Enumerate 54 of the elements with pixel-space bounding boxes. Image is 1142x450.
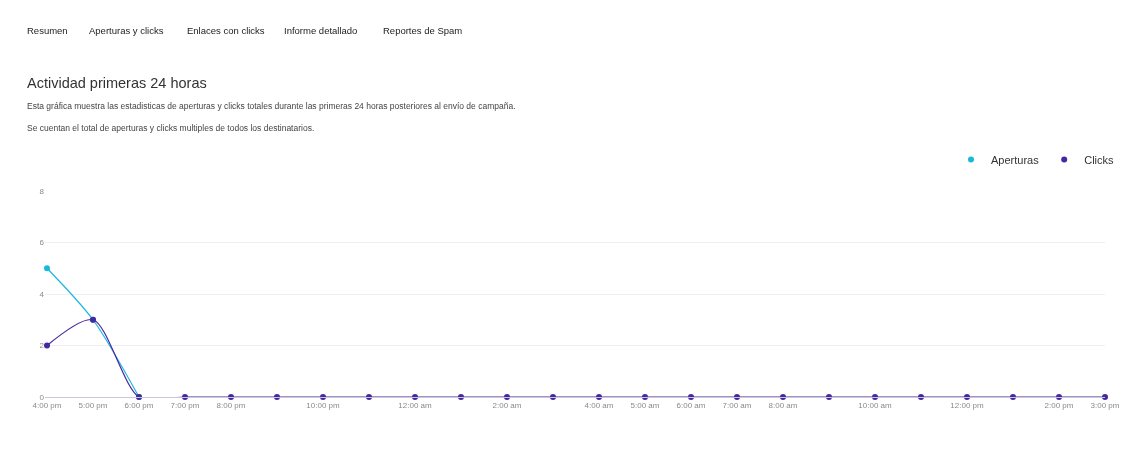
- x-tick-label: 7:00 pm: [170, 400, 200, 410]
- legend-label: Clicks: [1084, 153, 1115, 166]
- text: Esta gráfica muestra las estadisticas de aperturas y clicks totales durante las primeras 24 horas posteriores al envío de campaña. Se cuentan el total de aperturas y clicks multiples de todos los destinatarios.: [27, 101, 516, 133]
- y-tick-label: 8: [39, 186, 45, 196]
- point: [780, 394, 786, 400]
- x-tick-label: 8:00 pm: [216, 400, 246, 410]
- x-tick-label: 5:00 am: [630, 400, 660, 410]
- x-tick-label: 10:00 pm: [306, 400, 341, 410]
- x-tick-label: 10:00 am: [858, 400, 893, 410]
- point: [1010, 394, 1016, 400]
- x-tick-label: 5:00 pm: [78, 400, 108, 410]
- x-tick-label: 6:00 pm: [124, 400, 154, 410]
- text: Aperturas y clicks: [89, 25, 164, 36]
- point: [228, 394, 234, 400]
- y-tick-label: 6: [39, 238, 45, 248]
- point: [458, 394, 464, 400]
- x-tick-label: 4:00 pm: [32, 400, 62, 410]
- point: [44, 342, 50, 349]
- point: [872, 394, 878, 400]
- point: [964, 394, 970, 400]
- point: [550, 394, 556, 400]
- x-tick-label: 12:00 am: [398, 400, 433, 410]
- point: [734, 394, 740, 400]
- x-tick-label: 7:00 am: [722, 400, 752, 410]
- x-tick-label: 2:00 am: [492, 400, 522, 410]
- text: Enlaces con clicks: [187, 25, 265, 36]
- y-tick-label: 2: [39, 341, 45, 351]
- x-tick-label: 6:00 am: [676, 400, 706, 410]
- point: [44, 265, 50, 272]
- text: Reportes de Spam: [383, 25, 463, 36]
- legend-label: Aperturas: [991, 153, 1040, 166]
- point: [826, 394, 832, 400]
- x-tick-label: 4:00 am: [584, 400, 614, 410]
- x-tick-label: 8:00 am: [768, 400, 798, 410]
- x-tick-label: 3:00 pm: [1090, 400, 1120, 410]
- point: [1102, 394, 1108, 400]
- point: [320, 394, 326, 400]
- point: [596, 394, 602, 400]
- point: [274, 394, 280, 400]
- text: Informe detallado: [284, 25, 358, 36]
- x-tick-label: 2:00 pm: [1044, 400, 1074, 410]
- point: [504, 394, 510, 400]
- point: [918, 394, 924, 400]
- text: Resumen: [27, 25, 68, 36]
- point: [182, 394, 188, 400]
- y-tick-label: 0: [39, 392, 45, 402]
- point: [366, 394, 372, 400]
- point: [412, 394, 418, 400]
- y-tick-label: 4: [39, 289, 45, 299]
- chart-title: Actividad primeras 24 horas: [27, 75, 207, 91]
- point: [688, 394, 694, 400]
- point: [642, 394, 648, 400]
- x-tick-label: 12:00 pm: [950, 400, 985, 410]
- point: [1056, 394, 1062, 400]
